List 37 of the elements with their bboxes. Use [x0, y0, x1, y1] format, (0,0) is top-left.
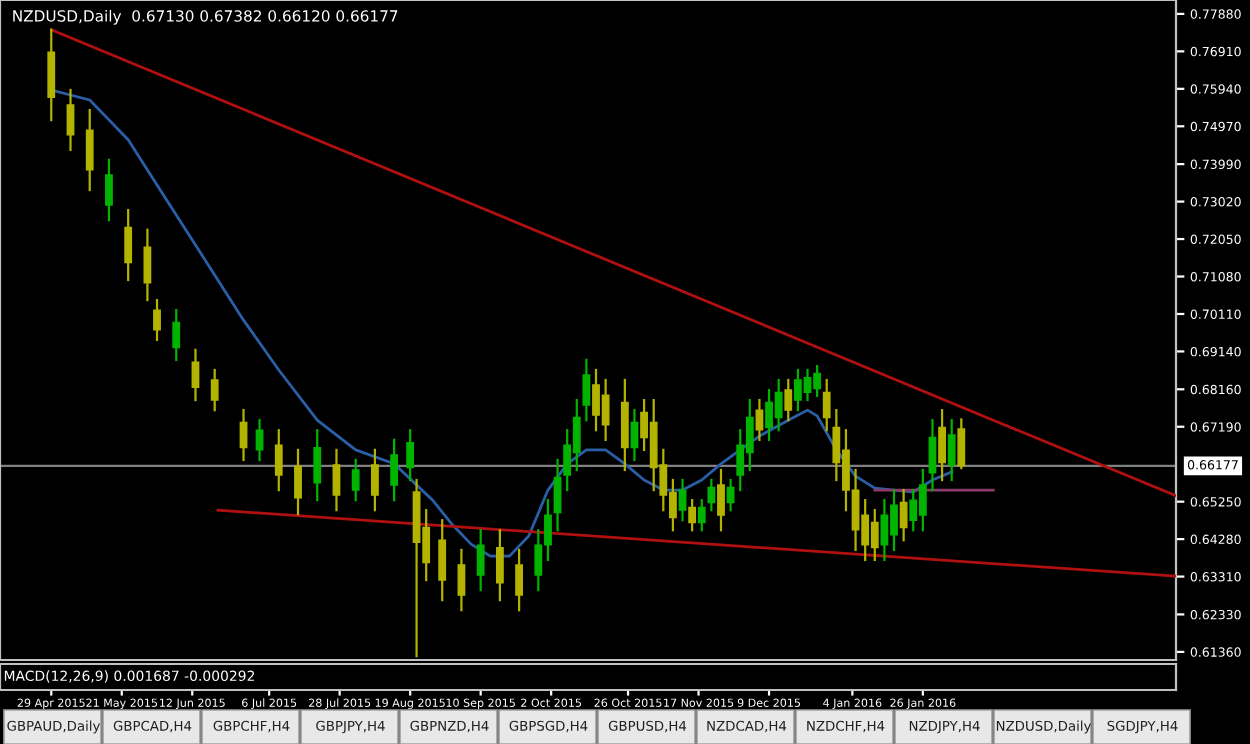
candlestick	[515, 548, 524, 612]
candlestick	[476, 529, 485, 592]
candlestick	[938, 409, 946, 482]
candlestick	[957, 418, 966, 470]
candlestick	[255, 419, 264, 462]
candlestick	[47, 28, 56, 122]
candlestick	[332, 448, 341, 512]
candlestick	[495, 529, 504, 602]
candlestick	[438, 519, 447, 602]
candlestick	[697, 499, 706, 532]
candlestick	[124, 208, 133, 282]
candlestick	[294, 448, 302, 516]
candlestick	[678, 478, 687, 522]
candlestick	[105, 158, 113, 222]
candlestick	[822, 378, 831, 432]
candlestick	[620, 378, 629, 472]
candlestick	[899, 488, 908, 542]
candlestick	[143, 228, 152, 302]
candlestick	[172, 309, 181, 362]
candlestick	[66, 88, 75, 151]
candlestick	[313, 429, 322, 502]
candlestick	[755, 398, 764, 441]
candlestick	[390, 438, 399, 502]
candlestick	[406, 429, 415, 482]
candlestick	[784, 378, 793, 422]
candlestick	[688, 499, 697, 532]
candlestick	[947, 419, 956, 482]
candlestick	[717, 468, 725, 532]
candlestick	[707, 478, 716, 512]
candlestick	[153, 298, 161, 341]
candlestick	[210, 368, 219, 412]
candlestick	[371, 448, 379, 512]
candlestick	[85, 108, 94, 192]
candlestick	[457, 548, 466, 612]
candlestick	[582, 358, 591, 422]
candlestick	[274, 429, 283, 492]
candlestick	[351, 458, 360, 502]
